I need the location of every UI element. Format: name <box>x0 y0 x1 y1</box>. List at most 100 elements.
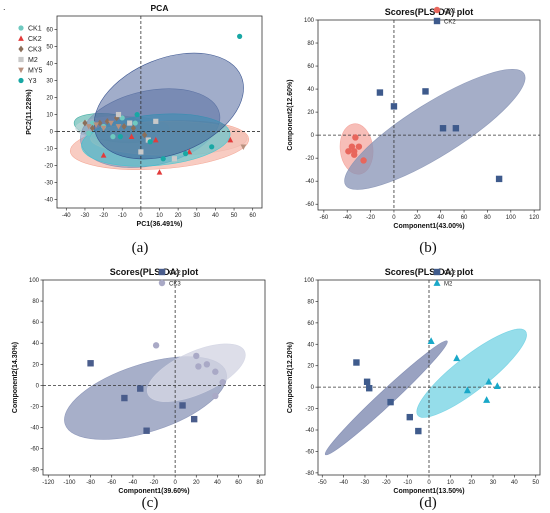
data-point-ck1-0 <box>345 148 352 155</box>
data-point-ck3-1 <box>193 352 200 360</box>
data-point-ck3-0 <box>152 342 160 349</box>
legend-entry-ck3: CK3 <box>158 279 181 288</box>
legend-label-m2: M2 <box>28 57 38 64</box>
data-point-ck2-5 <box>495 175 503 183</box>
data-point-ck1-1 <box>86 130 92 136</box>
y-tick-label: 40 <box>307 87 314 93</box>
data-point-m2-2 <box>463 386 471 394</box>
legend-label-ck3: CK3 <box>28 47 42 54</box>
x-tick-label: 60 <box>461 215 468 221</box>
data-point-ck2-4 <box>452 125 460 132</box>
data-point-m2-5 <box>171 156 178 162</box>
y-tick-label: -60 <box>305 202 314 208</box>
data-point-ck2-5 <box>415 427 422 435</box>
data-point-ck1-5 <box>360 157 367 164</box>
legend-label-ck1: CK1 <box>28 26 42 33</box>
x-tick-label: 40 <box>214 480 221 486</box>
y-tick-label: 20 <box>46 96 53 102</box>
legend-entry-ck1: CK1 <box>433 6 456 15</box>
data-point-ck2-0 <box>376 89 384 96</box>
data-point-m2-0 <box>427 337 435 344</box>
caption-d: (d) <box>419 495 437 511</box>
legend-label-my5: MY5 <box>28 68 43 75</box>
data-point-ck3-7 <box>141 131 148 139</box>
legend-entry-ck2: CK2 <box>18 35 42 43</box>
plot-area <box>57 16 262 208</box>
data-point-ck2-1 <box>390 103 398 110</box>
data-point-my5-2 <box>100 125 107 132</box>
chart-svg-1: -60 -40 -20 0 20 40 60 80 100 120 -60 -40 -20 0 20 40 60… <box>287 6 541 230</box>
legend-marker-my5 <box>18 67 24 74</box>
y-tick-label: 80 <box>307 299 314 305</box>
y-tick-label: 30 <box>46 79 53 85</box>
data-point-ck3-1 <box>89 124 96 132</box>
legend-marker-y3 <box>18 77 24 84</box>
x-tick-label: 30 <box>193 213 200 219</box>
x-axis-label: PC1(36.491%) <box>137 221 183 228</box>
x-tick-label: -20 <box>99 213 108 219</box>
x-tick-label: 0 <box>427 480 431 486</box>
data-point-ck3-5 <box>121 123 127 130</box>
y-tick-label: 50 <box>46 45 53 51</box>
x-tick-label: 0 <box>392 215 396 221</box>
y-tick-label: 60 <box>307 64 314 70</box>
legend-entry-m2: M2 <box>433 279 453 288</box>
confidence-ellipse-m2 <box>416 328 527 418</box>
legend-marker-ck1 <box>18 25 24 31</box>
chart-plsda-ck2-ck3: -120 -100 -80 -60 -40 -20 0 20 40 60 80 -80 -60 -40 -2… <box>0 258 275 498</box>
x-tick-label: -50 <box>318 480 327 486</box>
legend-label-ck2: CK2 <box>444 271 456 277</box>
confidence-ellipse-ck2 <box>344 69 526 190</box>
plot-area <box>43 280 265 475</box>
data-point-y3-0 <box>117 134 123 140</box>
y-tick-label: -10 <box>44 147 53 153</box>
data-point-my5-3 <box>108 120 114 127</box>
data-point-ck2-2 <box>156 169 163 175</box>
legend-marker-ck3 <box>18 45 24 53</box>
x-tick-label: 50 <box>532 480 539 486</box>
chart-title: Scores(PLS-DA) plot <box>385 267 474 277</box>
data-point-ck2-1 <box>121 394 128 402</box>
y-tick-label: -20 <box>44 164 53 170</box>
legend-label-y3: Y3 <box>28 78 37 85</box>
data-point-ck2-4 <box>179 402 186 409</box>
data-point-ck2-0 <box>87 360 94 367</box>
y-tick-label: -20 <box>305 156 314 162</box>
data-point-m2-3 <box>483 396 491 403</box>
y-axis-label: PC2(11.228%) <box>26 89 33 135</box>
confidence-ellipse-extra-6 <box>93 52 244 160</box>
legend-entry-ck3: CK3 <box>18 45 42 54</box>
y-tick-label: 20 <box>307 364 314 370</box>
chart-title: PCA <box>151 3 169 13</box>
chart-svg-3: -50 -40 -30 -20 -10 0 10 20 30 40 50 -80 -60 -40 -20 0 2… <box>287 267 541 495</box>
x-tick-label: -60 <box>107 480 116 486</box>
x-tick-label: 20 <box>193 480 200 486</box>
data-point-ck2-5 <box>190 415 198 423</box>
chart-plsda-ck1-ck2: -60 -40 -20 0 20 40 60 80 100 120 -60 -40 -20 0 20 40 60… <box>275 0 550 240</box>
y-tick-label: 40 <box>307 342 314 348</box>
plot-frame <box>317 19 541 211</box>
data-point-ck3-4 <box>212 368 219 375</box>
data-point-m2-4 <box>153 118 159 124</box>
x-tick-label: 100 <box>506 215 517 221</box>
data-point-m2-1 <box>127 120 133 126</box>
data-point-ck2-4 <box>227 136 234 143</box>
x-tick-label: 120 <box>529 215 540 221</box>
x-tick-label: 10 <box>447 480 454 486</box>
chart-svg-2: -120 -100 -80 -60 -40 -20 0 20 40 60 80 -80 -60 -40 -2… <box>12 267 266 495</box>
legend-entry-ck2: CK2 <box>433 268 456 277</box>
data-point-ck1-5 <box>110 134 116 140</box>
legend-entry-y3: Y3 <box>18 77 37 85</box>
legend-marker-m2 <box>18 56 24 63</box>
y-tick-label: 60 <box>46 28 53 34</box>
y-tick-label: -80 <box>305 471 314 477</box>
x-tick-label: 40 <box>437 215 444 221</box>
chart-title: Scores(PLS-DA) plot <box>110 267 199 277</box>
data-point-ck1-6 <box>351 148 358 155</box>
y-axis-label: Component2(12.20%) <box>287 342 294 413</box>
confidence-ellipse-ck3 <box>146 343 246 402</box>
data-point-my5-0 <box>85 124 92 130</box>
data-point-m2-1 <box>453 354 461 362</box>
data-point-ck2-1 <box>363 378 371 385</box>
legend-entry-my5: MY5 <box>18 67 43 75</box>
